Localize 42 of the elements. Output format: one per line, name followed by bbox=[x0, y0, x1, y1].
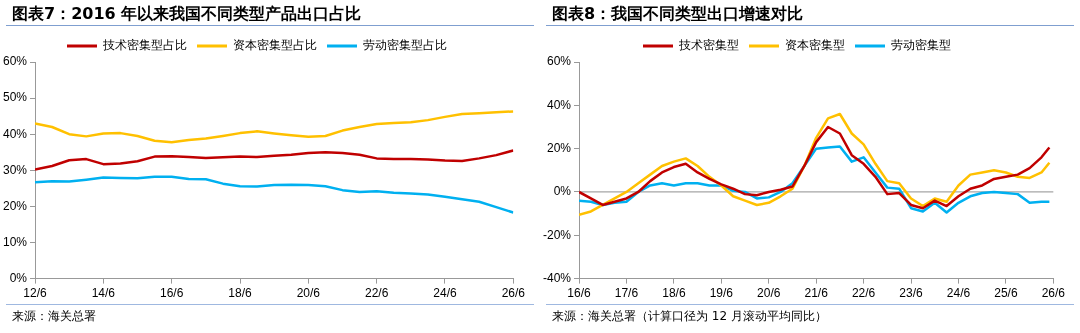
y-tick-label: -20% bbox=[543, 227, 572, 242]
legend-label: 技术密集型 bbox=[678, 38, 739, 53]
y-tick-label: 20% bbox=[546, 140, 572, 155]
y-tick-label: 0% bbox=[553, 184, 572, 199]
legend-label: 资本密集型占比 bbox=[233, 38, 317, 53]
y-tick-label: 10% bbox=[2, 234, 28, 249]
chart-title: 图表7：2016 年以来我国不同类型产品出口占比 bbox=[6, 0, 534, 26]
x-tick-label: 19/6 bbox=[709, 286, 734, 301]
x-tick-label: 22/6 bbox=[364, 286, 389, 301]
x-tick-label: 20/6 bbox=[296, 286, 321, 301]
legend-label: 资本密集型 bbox=[785, 38, 845, 53]
y-tick-label: 40% bbox=[2, 126, 28, 141]
legend-label: 劳动密集型占比 bbox=[363, 38, 447, 53]
x-tick-label: 25/6 bbox=[994, 286, 1018, 301]
x-tick-label: 12/6 bbox=[23, 286, 48, 301]
x-tick-label: 18/6 bbox=[662, 286, 686, 301]
chart-title: 图表8：我国不同类型出口增速对比 bbox=[546, 0, 1074, 26]
x-tick-label: 24/6 bbox=[433, 286, 457, 301]
x-tick-label: 21/6 bbox=[804, 286, 829, 301]
y-tick-label: -40% bbox=[543, 270, 572, 285]
y-tick-label: 30% bbox=[2, 162, 28, 177]
source-note: 来源：海关总署 bbox=[6, 304, 534, 325]
x-tick-label: 26/6 bbox=[1041, 286, 1066, 301]
legend-label: 劳动密集型 bbox=[891, 38, 951, 53]
y-tick-label: 60% bbox=[546, 54, 572, 69]
y-tick-label: 40% bbox=[546, 97, 572, 112]
x-tick-label: 16/6 bbox=[567, 286, 592, 301]
x-tick-label: 20/6 bbox=[757, 286, 781, 301]
y-tick-label: 50% bbox=[2, 90, 28, 105]
y-tick-label: 20% bbox=[2, 198, 28, 213]
x-tick-label: 26/6 bbox=[501, 286, 526, 301]
x-tick-label: 14/6 bbox=[91, 286, 116, 301]
source-note: 来源：海关总署（计算口径为 12 月滚动平均同比） bbox=[546, 304, 1074, 325]
x-tick-label: 24/6 bbox=[946, 286, 971, 301]
x-tick-label: 18/6 bbox=[228, 286, 253, 301]
x-tick-label: 17/6 bbox=[614, 286, 639, 301]
x-tick-label: 22/6 bbox=[851, 286, 876, 301]
legend-label: 技术密集型占比 bbox=[102, 38, 187, 53]
x-tick-label: 23/6 bbox=[899, 286, 924, 301]
y-tick-label: 0% bbox=[9, 270, 28, 285]
y-tick-label: 60% bbox=[2, 54, 28, 69]
x-tick-label: 16/6 bbox=[160, 286, 184, 301]
